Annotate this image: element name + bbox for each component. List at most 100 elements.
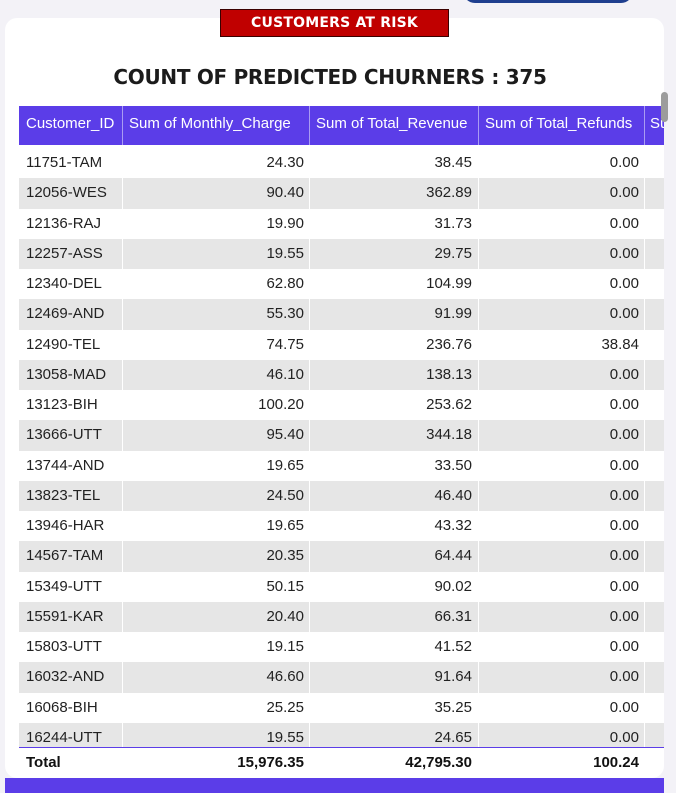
column-separator xyxy=(478,571,479,602)
cell-monthly-charge: 46.10 xyxy=(266,365,304,383)
column-separator xyxy=(122,571,123,602)
cell-customer-id: 13058-MAD xyxy=(26,365,107,383)
cell-customer-id: 13744-AND xyxy=(26,456,105,474)
cell-customer-id: 11751-TAM xyxy=(26,154,103,171)
column-separator xyxy=(122,420,123,451)
cell-total-revenue: 344.18 xyxy=(426,426,472,444)
table-row[interactable]: 16068-BIH 25.25 35.25 0.00 xyxy=(19,692,664,723)
cell-total-refunds: 0.00 xyxy=(609,607,639,625)
cell-monthly-charge: 25.25 xyxy=(266,698,304,716)
cell-total-refunds: 0.00 xyxy=(609,184,639,202)
column-separator xyxy=(309,390,310,421)
column-separator xyxy=(309,722,310,747)
cell-monthly-charge: 95.40 xyxy=(266,426,304,444)
cell-customer-id: 12056-WES xyxy=(26,184,107,202)
cell-total-refunds: 0.00 xyxy=(609,456,639,474)
cell-monthly-charge: 19.65 xyxy=(266,456,304,474)
cell-customer-id: 15803-UTT xyxy=(26,638,102,655)
column-separator xyxy=(309,511,310,542)
cell-monthly-charge: 90.40 xyxy=(266,184,304,202)
column-separator xyxy=(122,450,123,481)
table-row[interactable]: 12490-TEL 74.75 236.76 38.84 xyxy=(19,329,664,360)
column-separator xyxy=(478,299,479,330)
column-separator xyxy=(309,662,310,693)
cell-customer-id: 15349-UTT xyxy=(26,577,102,595)
table-row[interactable]: 13823-TEL 24.50 46.40 0.00 xyxy=(19,480,664,511)
column-separator xyxy=(478,208,479,239)
cell-customer-id: 12340-DEL xyxy=(26,275,102,292)
table-row[interactable]: 13744-AND 19.65 33.50 0.00 xyxy=(19,450,664,481)
table-row[interactable]: 13666-UTT 95.40 344.18 0.00 xyxy=(19,420,664,451)
column-header-truncated[interactable]: Su xyxy=(644,106,664,145)
column-separator xyxy=(478,178,479,209)
table-row[interactable]: 12056-WES 90.40 362.89 0.00 xyxy=(19,178,664,209)
column-separator xyxy=(309,450,310,481)
cell-total-refunds: 0.00 xyxy=(609,728,639,746)
column-separator xyxy=(122,208,123,239)
cell-total-refunds: 0.00 xyxy=(609,244,639,262)
column-separator xyxy=(309,178,310,209)
column-separator xyxy=(478,541,479,572)
cell-monthly-charge: 24.30 xyxy=(266,154,304,171)
churners-table[interactable]: Customer_ID Sum of Monthly_Charge Sum of… xyxy=(19,106,664,747)
column-separator xyxy=(644,511,645,542)
table-row[interactable]: 12257-ASS 19.55 29.75 0.00 xyxy=(19,238,664,269)
column-separator xyxy=(644,178,645,209)
column-separator xyxy=(309,571,310,602)
total-refunds: 100.24 xyxy=(593,754,639,771)
column-separator xyxy=(644,722,645,747)
customers-at-risk-banner: CUSTOMERS AT RISK xyxy=(220,9,449,37)
column-header-monthly-charge[interactable]: Sum of Monthly_Charge xyxy=(122,106,315,145)
table-row[interactable]: 16032-AND 46.60 91.64 0.00 xyxy=(19,662,664,693)
table-row[interactable]: 12340-DEL 62.80 104.99 0.00 xyxy=(19,269,664,300)
table-row[interactable]: 15803-UTT 19.15 41.52 0.00 xyxy=(19,632,664,663)
column-separator xyxy=(644,208,645,239)
table-row[interactable]: 14567-TAM 20.35 64.44 0.00 xyxy=(19,541,664,572)
table-row[interactable]: 15349-UTT 50.15 90.02 0.00 xyxy=(19,571,664,602)
cell-monthly-charge: 100.20 xyxy=(258,396,304,413)
cell-total-refunds: 0.00 xyxy=(609,698,639,716)
column-separator xyxy=(644,601,645,632)
table-body: 11751-TAM 24.30 38.45 0.00 12056-WES 90.40 362… xyxy=(19,148,664,747)
column-separator xyxy=(478,601,479,632)
column-separator xyxy=(309,541,310,572)
vertical-scrollbar[interactable] xyxy=(661,92,668,122)
cell-total-revenue: 362.89 xyxy=(426,184,472,202)
cell-monthly-charge: 50.15 xyxy=(266,577,304,595)
cell-total-revenue: 29.75 xyxy=(434,244,472,262)
column-separator xyxy=(122,178,123,209)
column-separator xyxy=(309,692,310,723)
table-total-row: Total 15,976.35 42,795.30 100.24 xyxy=(19,749,664,777)
column-header-total-revenue[interactable]: Sum of Total_Revenue xyxy=(309,106,481,145)
column-separator xyxy=(478,450,479,481)
table-row[interactable]: 16244-UTT 19.55 24.65 0.00 xyxy=(19,722,664,747)
cell-total-refunds: 0.00 xyxy=(609,486,639,504)
cell-total-refunds: 0.00 xyxy=(609,638,639,655)
table-row[interactable]: 12469-AND 55.30 91.99 0.00 xyxy=(19,299,664,330)
column-separator xyxy=(122,601,123,632)
cell-total-revenue: 253.62 xyxy=(426,396,472,413)
column-header-customer-id[interactable]: Customer_ID xyxy=(26,115,115,132)
column-separator xyxy=(644,450,645,481)
column-separator xyxy=(309,632,310,663)
cell-monthly-charge: 24.50 xyxy=(266,486,304,504)
cell-total-revenue: 43.32 xyxy=(434,517,472,534)
table-row[interactable]: 11751-TAM 24.30 38.45 0.00 xyxy=(19,148,664,179)
column-separator xyxy=(309,269,310,300)
column-separator xyxy=(478,632,479,663)
table-row[interactable]: 13946-HAR 19.65 43.32 0.00 xyxy=(19,511,664,542)
table-row[interactable]: 15591-KAR 20.40 66.31 0.00 xyxy=(19,601,664,632)
column-separator xyxy=(478,692,479,723)
cell-total-refunds: 0.00 xyxy=(609,396,639,413)
column-separator xyxy=(644,662,645,693)
column-separator xyxy=(478,511,479,542)
cell-monthly-charge: 19.65 xyxy=(266,517,304,534)
table-row[interactable]: 12136-RAJ 19.90 31.73 0.00 xyxy=(19,208,664,239)
cell-customer-id: 16244-UTT xyxy=(26,728,102,746)
table-row[interactable]: 13058-MAD 46.10 138.13 0.00 xyxy=(19,359,664,390)
column-separator xyxy=(122,632,123,663)
cell-total-refunds: 0.00 xyxy=(609,426,639,444)
column-header-total-refunds[interactable]: Sum of Total_Refunds xyxy=(478,106,647,145)
column-separator xyxy=(478,359,479,390)
table-row[interactable]: 13123-BIH 100.20 253.62 0.00 xyxy=(19,390,664,421)
